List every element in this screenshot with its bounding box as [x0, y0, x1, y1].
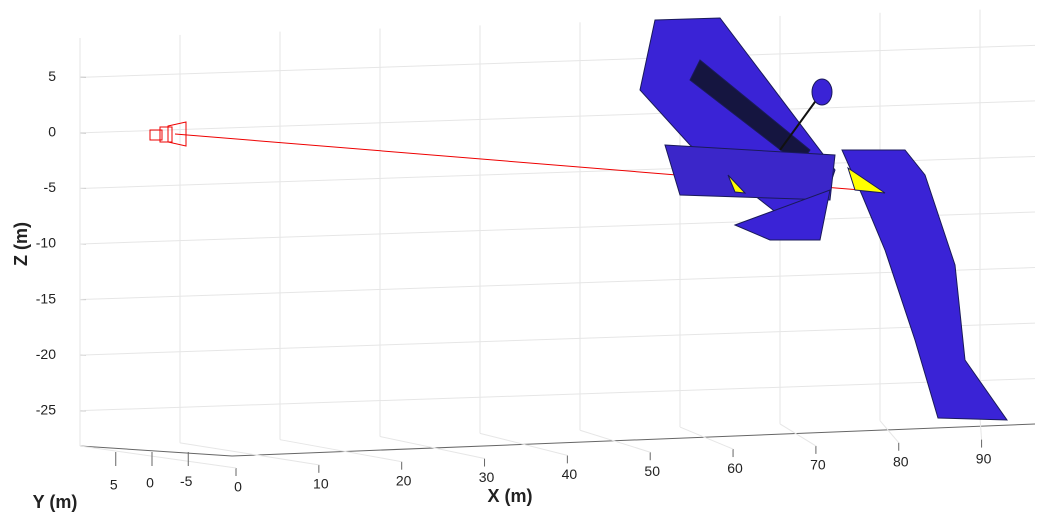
x-tick-label: 0 [234, 479, 242, 495]
x-tick-label: 70 [810, 457, 826, 473]
grid-line [780, 424, 816, 446]
z-tick-label: 0 [48, 124, 56, 140]
z-axis-label: Z (m) [11, 222, 31, 266]
x-axis-label: X (m) [488, 486, 533, 506]
x-tick-label: 60 [727, 460, 743, 476]
grid-line [980, 418, 982, 440]
grid-line [880, 421, 899, 443]
grid-line [80, 45, 1035, 77]
grid-line [80, 446, 236, 468]
z-tick-label: -15 [36, 290, 56, 306]
chart: Z (m) X (m) Y (m) 50-5-10-15-20-25010203… [0, 0, 1038, 515]
grid-line [380, 437, 485, 459]
grid-line [280, 440, 402, 462]
x-tick-label: 30 [479, 469, 495, 485]
x-tick-label: 10 [313, 476, 329, 492]
grid-line [80, 101, 1035, 133]
grid-line [80, 268, 1035, 300]
z-tick-label: -20 [36, 346, 56, 362]
x-tick-label: 80 [893, 453, 909, 469]
y-axis-label: Y (m) [33, 492, 78, 512]
z-tick-label: -10 [36, 235, 56, 251]
grid-line [480, 433, 567, 455]
x-tick-label: 40 [562, 466, 578, 482]
y-tick-label: 5 [110, 477, 118, 493]
x-tick-label: 50 [644, 463, 660, 479]
grid-line [580, 430, 650, 452]
grid-line [80, 379, 1035, 411]
z-tick-label: -25 [36, 401, 56, 417]
z-tick-label: -5 [44, 179, 57, 195]
x-tick-label: 20 [396, 472, 412, 488]
y-tick-label: -5 [180, 473, 193, 489]
z-tick-label: 5 [48, 68, 56, 84]
satellite [640, 18, 1007, 420]
y-tick-label: 0 [146, 475, 154, 491]
x-tick-label: 90 [976, 450, 992, 466]
grid-line [80, 323, 1035, 355]
axis-line [232, 424, 1035, 456]
